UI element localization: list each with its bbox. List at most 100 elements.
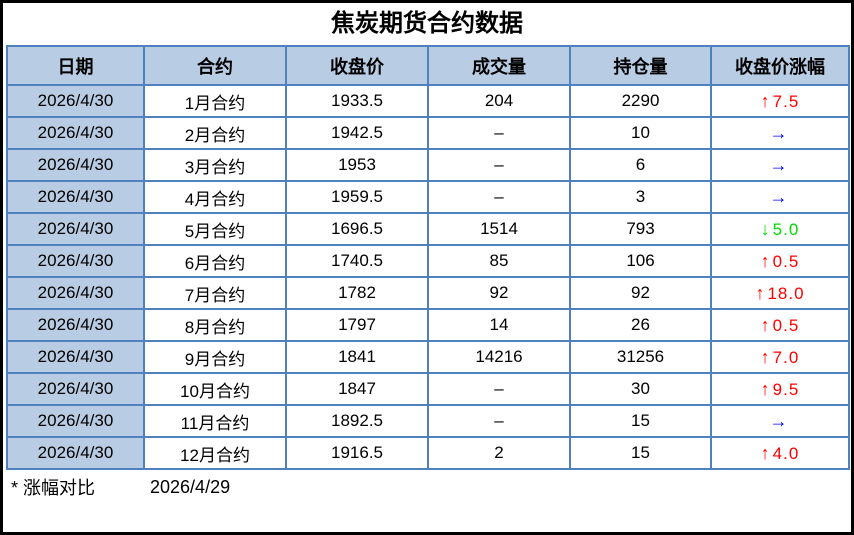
table-row: 2026/4/30 10月合约 1847 – 30 ↑ 9.5 bbox=[6, 372, 850, 406]
cell-close: 1797 bbox=[285, 308, 429, 342]
up-arrow-icon: ↑ bbox=[760, 442, 770, 463]
change-value: 7.5 bbox=[772, 91, 800, 111]
cell-change: ↑ 7.5 bbox=[710, 84, 850, 118]
table-row: 2026/4/30 6月合约 1740.5 85 106 ↑ 0.5 bbox=[6, 244, 850, 278]
table-row: 2026/4/30 1月合约 1933.5 204 2290 ↑ 7.5 bbox=[6, 84, 850, 118]
up-arrow-icon: ↑ bbox=[760, 314, 770, 335]
cell-contract: 1月合约 bbox=[143, 84, 287, 118]
cell-open-interest: 106 bbox=[569, 244, 712, 278]
flat-arrow-icon: → bbox=[769, 122, 788, 143]
change-value: 0.5 bbox=[772, 251, 800, 271]
table-row: 2026/4/30 9月合约 1841 14216 31256 ↑ 7.0 bbox=[6, 340, 850, 374]
cell-change: ↑ 9.5 bbox=[710, 372, 850, 406]
cell-contract: 11月合约 bbox=[143, 404, 287, 438]
cell-volume: 85 bbox=[427, 244, 571, 278]
change-value: 5.0 bbox=[772, 219, 800, 239]
cell-open-interest: 10 bbox=[569, 116, 712, 150]
footnote-compare-date: 2026/4/29 bbox=[150, 476, 231, 497]
cell-date: 2026/4/30 bbox=[6, 244, 145, 278]
up-arrow-icon: ↑ bbox=[760, 346, 770, 367]
cell-open-interest: 15 bbox=[569, 436, 712, 470]
change-value: 4.0 bbox=[772, 443, 800, 463]
cell-volume: 204 bbox=[427, 84, 571, 118]
cell-contract: 12月合约 bbox=[143, 436, 287, 470]
cell-date: 2026/4/30 bbox=[6, 404, 145, 438]
cell-open-interest: 6 bbox=[569, 148, 712, 182]
cell-contract: 9月合约 bbox=[143, 340, 287, 374]
header-close: 收盘价 bbox=[285, 45, 429, 86]
table-header: 日期 合约 收盘价 成交量 持仓量 收盘价涨幅 bbox=[6, 45, 850, 86]
cell-open-interest: 30 bbox=[569, 372, 712, 406]
flat-arrow-icon: → bbox=[769, 154, 788, 175]
cell-change: ↑ 0.5 bbox=[710, 244, 850, 278]
cell-close: 1740.5 bbox=[285, 244, 429, 278]
up-arrow-icon: ↑ bbox=[760, 378, 770, 399]
cell-date: 2026/4/30 bbox=[6, 372, 145, 406]
cell-date: 2026/4/30 bbox=[6, 276, 145, 310]
flat-arrow-icon: → bbox=[769, 186, 788, 207]
cell-change: ↑ 7.0 bbox=[710, 340, 850, 374]
table-row: 2026/4/30 2月合约 1942.5 – 10 → bbox=[6, 116, 850, 150]
table-row: 2026/4/30 7月合约 1782 92 92 ↑ 18.0 bbox=[6, 276, 850, 310]
cell-date: 2026/4/30 bbox=[6, 84, 145, 118]
table-row: 2026/4/30 12月合约 1916.5 2 15 ↑ 4.0 bbox=[6, 436, 850, 470]
cell-volume: 14 bbox=[427, 308, 571, 342]
table-row: 2026/4/30 4月合约 1959.5 – 3 → bbox=[6, 180, 850, 214]
cell-change: ↑ 4.0 bbox=[710, 436, 850, 470]
cell-change: → bbox=[710, 404, 850, 438]
cell-contract: 6月合约 bbox=[143, 244, 287, 278]
change-value: 7.0 bbox=[772, 347, 800, 367]
futures-table: 日期 合约 收盘价 成交量 持仓量 收盘价涨幅 2026/4/30 1月合约 1… bbox=[6, 45, 850, 470]
cell-contract: 8月合约 bbox=[143, 308, 287, 342]
cell-contract: 5月合约 bbox=[143, 212, 287, 246]
cell-volume: 2 bbox=[427, 436, 571, 470]
cell-date: 2026/4/30 bbox=[6, 436, 145, 470]
cell-change: → bbox=[710, 180, 850, 214]
change-value: 9.5 bbox=[772, 379, 800, 399]
cell-date: 2026/4/30 bbox=[6, 180, 145, 214]
up-arrow-icon: ↑ bbox=[760, 90, 770, 111]
header-contract: 合约 bbox=[143, 45, 287, 86]
cell-open-interest: 92 bbox=[569, 276, 712, 310]
table-row: 2026/4/30 8月合约 1797 14 26 ↑ 0.5 bbox=[6, 308, 850, 342]
table-row: 2026/4/30 3月合约 1953 – 6 → bbox=[6, 148, 850, 182]
cell-change: ↓ 5.0 bbox=[710, 212, 850, 246]
table-row: 2026/4/30 5月合约 1696.5 1514 793 ↓ 5.0 bbox=[6, 212, 850, 246]
cell-close: 1696.5 bbox=[285, 212, 429, 246]
cell-open-interest: 3 bbox=[569, 180, 712, 214]
cell-volume: 92 bbox=[427, 276, 571, 310]
cell-contract: 4月合约 bbox=[143, 180, 287, 214]
up-arrow-icon: ↑ bbox=[760, 250, 770, 271]
cell-date: 2026/4/30 bbox=[6, 116, 145, 150]
cell-open-interest: 793 bbox=[569, 212, 712, 246]
cell-close: 1841 bbox=[285, 340, 429, 374]
cell-date: 2026/4/30 bbox=[6, 148, 145, 182]
cell-close: 1942.5 bbox=[285, 116, 429, 150]
cell-close: 1916.5 bbox=[285, 436, 429, 470]
header-change: 收盘价涨幅 bbox=[710, 45, 850, 86]
up-arrow-icon: ↑ bbox=[755, 282, 765, 303]
cell-open-interest: 31256 bbox=[569, 340, 712, 374]
cell-date: 2026/4/30 bbox=[6, 340, 145, 374]
change-value: 0.5 bbox=[772, 315, 800, 335]
table-row: 2026/4/30 11月合约 1892.5 – 15 → bbox=[6, 404, 850, 438]
table-body: 2026/4/30 1月合约 1933.5 204 2290 ↑ 7.5 2026… bbox=[6, 84, 850, 470]
cell-contract: 10月合约 bbox=[143, 372, 287, 406]
cell-volume: 14216 bbox=[427, 340, 571, 374]
cell-volume: – bbox=[427, 372, 571, 406]
cell-date: 2026/4/30 bbox=[6, 212, 145, 246]
footnote: * 涨幅对比 2026/4/29 bbox=[3, 470, 851, 504]
footnote-label: * 涨幅对比 bbox=[11, 478, 96, 498]
cell-volume: – bbox=[427, 404, 571, 438]
flat-arrow-icon: → bbox=[769, 410, 788, 431]
cell-volume: 1514 bbox=[427, 212, 571, 246]
cell-open-interest: 15 bbox=[569, 404, 712, 438]
cell-close: 1933.5 bbox=[285, 84, 429, 118]
cell-contract: 3月合约 bbox=[143, 148, 287, 182]
cell-volume: – bbox=[427, 148, 571, 182]
cell-change: → bbox=[710, 148, 850, 182]
cell-contract: 2月合约 bbox=[143, 116, 287, 150]
cell-date: 2026/4/30 bbox=[6, 308, 145, 342]
cell-close: 1959.5 bbox=[285, 180, 429, 214]
